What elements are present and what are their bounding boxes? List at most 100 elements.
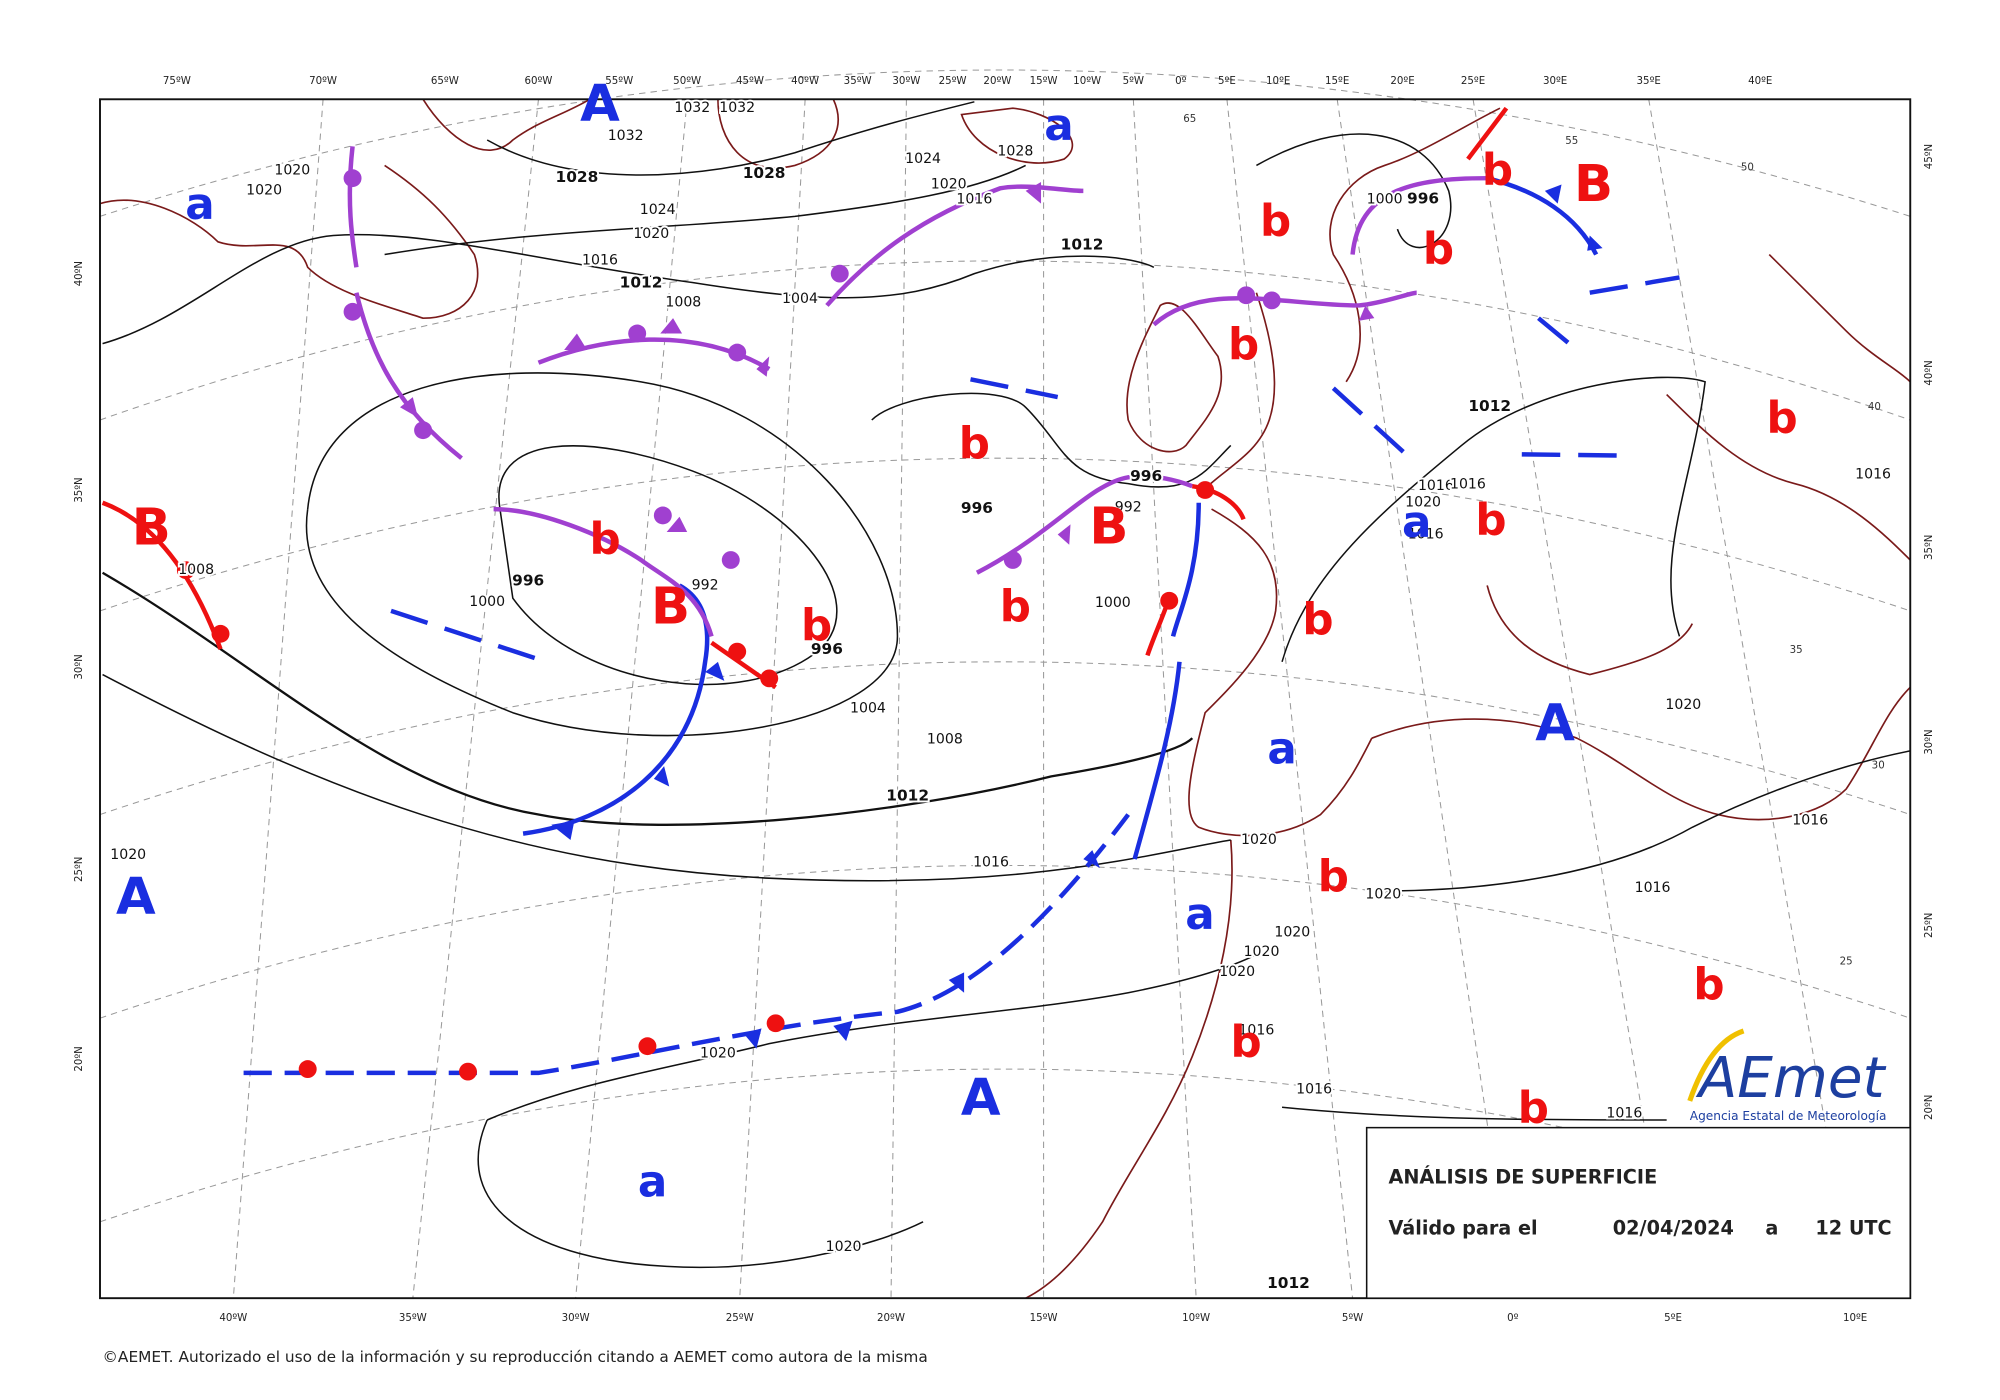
- lon-label: 5ºE: [1218, 76, 1236, 87]
- isobar-label: 1028: [997, 143, 1033, 159]
- isobar-label: 1000: [469, 594, 505, 610]
- isobar-label: 1012: [1061, 236, 1104, 254]
- lon-label: 50ºW: [673, 76, 701, 87]
- isobar-label: 1012: [1468, 397, 1511, 415]
- lon-label: 40ºW: [219, 1313, 247, 1324]
- pressure-center: b: [1231, 1018, 1262, 1068]
- isobar-label: 1012: [620, 274, 663, 292]
- sst-label: 30: [1872, 761, 1885, 772]
- lon-label: 30ºW: [892, 76, 920, 87]
- lat-label: 20ºN: [74, 1046, 85, 1071]
- pressure-center: b: [1228, 320, 1259, 370]
- isobar-label: 1020: [1365, 887, 1401, 903]
- lon-label: 25ºW: [726, 1313, 754, 1324]
- isobar-label: 1020: [1244, 944, 1280, 960]
- pressure-center: b: [1482, 146, 1513, 196]
- info-box: [1365, 1126, 1912, 1299]
- pressure-center: b: [1423, 225, 1454, 275]
- isobar-label: 1032: [719, 100, 755, 116]
- pressure-center: b: [959, 419, 990, 469]
- isobar-label: 1016: [1296, 1081, 1332, 1097]
- isobar-label: 1020: [110, 847, 146, 863]
- isobar-label: 1012: [1267, 1274, 1310, 1292]
- isobar-label: 1020: [1665, 697, 1701, 713]
- lon-label: 15ºE: [1325, 76, 1349, 87]
- lat-label: 35ºN: [1924, 535, 1935, 560]
- valid-at: a: [1765, 1217, 1778, 1240]
- isobar-label: 1028: [743, 164, 786, 182]
- pressure-center: B: [1574, 155, 1613, 214]
- pressure-center: b: [1475, 496, 1506, 546]
- lon-label: 25ºE: [1461, 76, 1485, 87]
- lon-label: 70ºW: [309, 76, 337, 87]
- lon-label: 25ºW: [939, 76, 967, 87]
- isobar-label: 1016: [582, 253, 618, 269]
- footer: ©AEMET. Autorizado el uso de la informac…: [103, 1348, 928, 1366]
- sst-label: 25: [1840, 957, 1853, 968]
- isobar-label: 1000: [1367, 192, 1403, 208]
- isobar-label: 1016: [1606, 1105, 1642, 1121]
- isobar-label: 996: [1407, 190, 1439, 208]
- valid-date: 02/04/2024: [1613, 1217, 1734, 1240]
- isobar-label: 1016: [1855, 467, 1891, 483]
- lon-label: 20ºE: [1390, 76, 1414, 87]
- isobar-label: 1028: [556, 168, 599, 186]
- lon-label: 30ºW: [562, 1313, 590, 1324]
- pressure-center: b: [1518, 1084, 1549, 1134]
- pressure-center: b: [1302, 595, 1333, 645]
- pressure-center: b: [1766, 394, 1797, 444]
- lon-label: 20ºW: [983, 76, 1011, 87]
- lon-label: 5ºW: [1123, 76, 1144, 87]
- isobars: [101, 101, 1911, 1269]
- pressure-center: b: [1000, 582, 1031, 632]
- isobar-label: 1016: [956, 192, 992, 208]
- sst-label: 40: [1868, 402, 1881, 413]
- pressure-center: b: [590, 515, 621, 565]
- isobar-label: 1016: [1238, 1023, 1274, 1039]
- lat-label: 30ºN: [1924, 729, 1935, 754]
- isobar-label: 1020: [274, 162, 310, 178]
- isobar-label: 992: [692, 577, 719, 593]
- lat-label: 20ºN: [1924, 1095, 1935, 1120]
- lon-label: 65ºW: [431, 76, 459, 87]
- lon-label: 10ºW: [1182, 1313, 1210, 1324]
- isobar-label: 1016: [1450, 477, 1486, 493]
- lon-label: 15ºW: [1030, 76, 1058, 87]
- isobar-label: 1000: [1095, 595, 1131, 611]
- lon-label: 40ºW: [791, 76, 819, 87]
- isobar-label: 1008: [665, 295, 701, 311]
- isobar-label: 992: [1115, 500, 1142, 516]
- isobar-label: 1020: [1219, 964, 1255, 980]
- isobar-label: 1016: [1635, 880, 1671, 896]
- lon-label: 30ºE: [1543, 76, 1567, 87]
- isobar-label: 996: [961, 499, 993, 517]
- lon-label: 15ºW: [1030, 1313, 1058, 1324]
- lon-label: 35ºE: [1637, 76, 1661, 87]
- sst-label: 50: [1741, 163, 1754, 174]
- lat-label: 30ºN: [74, 654, 85, 679]
- isobar-label: 1020: [1274, 925, 1310, 941]
- isobar-label: 1024: [905, 151, 941, 167]
- pressure-center: A: [961, 1069, 1001, 1128]
- pressure-center: a: [1402, 498, 1431, 548]
- pressure-center: b: [801, 601, 832, 651]
- pressure-center: a: [1044, 101, 1073, 151]
- sst-label: 55: [1565, 136, 1578, 147]
- lon-label: 10ºE: [1843, 1313, 1867, 1324]
- pressure-center: b: [1693, 960, 1724, 1010]
- isobar-label: 996: [512, 572, 544, 590]
- lat-label: 25ºN: [74, 857, 85, 882]
- lon-label: 35ºW: [844, 76, 872, 87]
- sst-label: 35: [1790, 645, 1803, 656]
- fronts: [101, 106, 1680, 1081]
- pressure-center: B: [132, 499, 171, 558]
- isobar-label: 1016: [973, 855, 1009, 871]
- lon-label: 5ºE: [1664, 1313, 1682, 1324]
- pressure-center: a: [1185, 890, 1214, 940]
- valid-label: Válido para el: [1388, 1217, 1537, 1240]
- isobar-label: 1004: [850, 701, 886, 717]
- isobar-label: 996: [1130, 467, 1162, 485]
- lon-label: 60ºW: [524, 76, 552, 87]
- pressure-center: b: [1318, 852, 1349, 902]
